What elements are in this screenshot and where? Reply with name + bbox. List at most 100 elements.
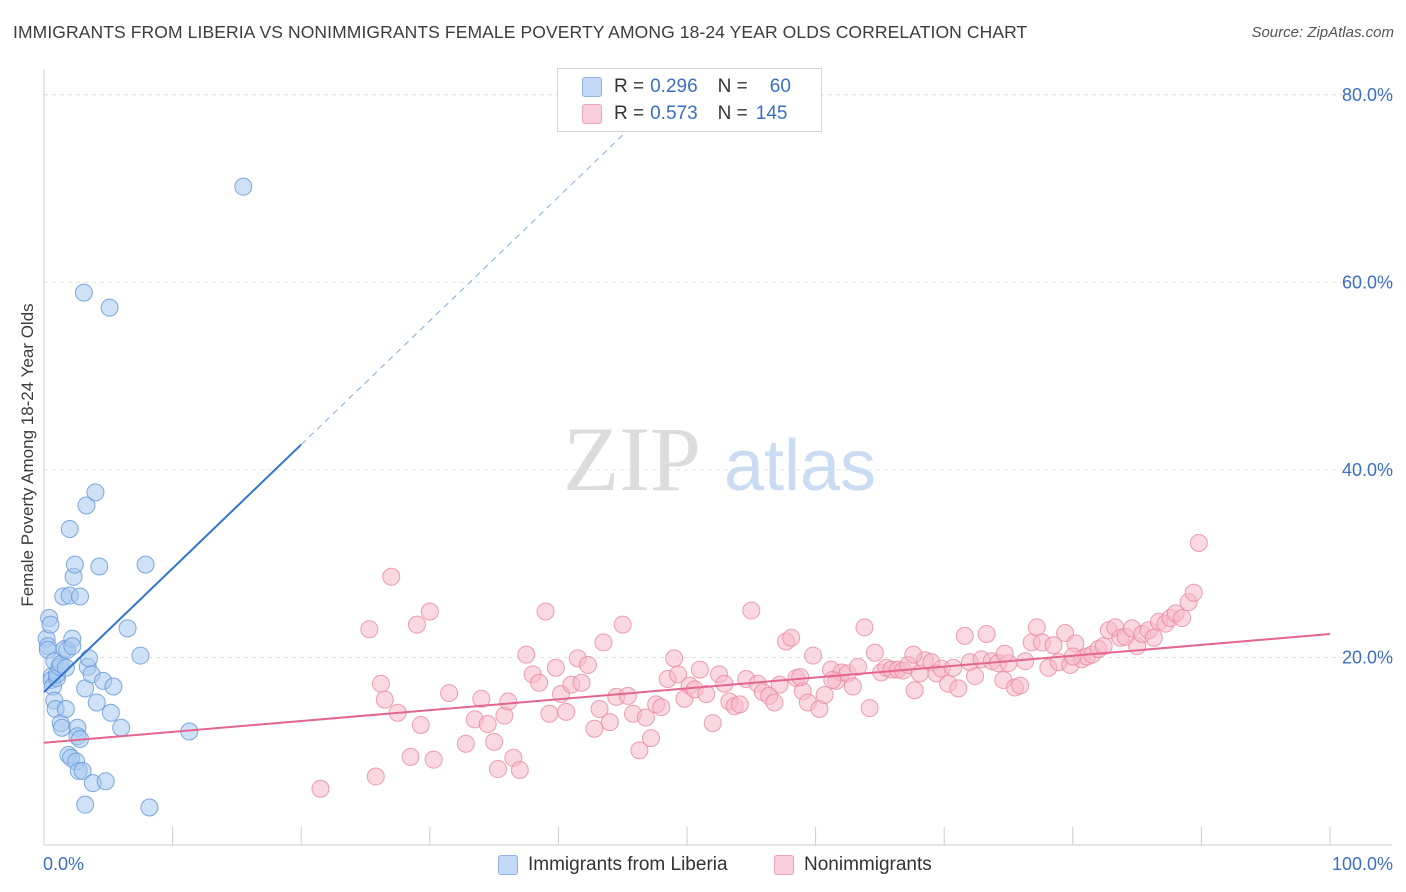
data-point-nonimmigrants: [636, 708, 655, 727]
data-point-liberia: [56, 658, 75, 677]
data-point-nonimmigrants: [401, 747, 420, 766]
bottom-swatch-pink: [774, 855, 794, 875]
data-point-nonimmigrants: [641, 729, 660, 748]
legend-n-label: N =: [717, 76, 748, 97]
data-point-nonimmigrants: [765, 693, 784, 712]
data-point-nonimmigrants: [791, 668, 810, 687]
data-point-nonimmigrants: [382, 567, 401, 586]
x-tick-label: 0.0%: [43, 854, 84, 874]
data-point-nonimmigrants: [1094, 637, 1113, 656]
data-point-liberia: [56, 700, 75, 719]
data-point-nonimmigrants: [485, 732, 504, 751]
legend-r-label: R =: [614, 103, 645, 124]
data-point-nonimmigrants: [995, 644, 1014, 663]
data-point-nonimmigrants: [510, 760, 529, 779]
data-point-nonimmigrants: [546, 658, 565, 677]
data-point-nonimmigrants: [311, 779, 330, 798]
bottom-legend-nonimmigrants: Nonimmigrants: [774, 852, 932, 878]
bottom-legend-liberia: Immigrants from Liberia: [498, 852, 728, 878]
data-point-nonimmigrants: [949, 679, 968, 698]
data-point-nonimmigrants: [955, 626, 974, 645]
trend-lines: [43, 134, 1331, 744]
data-point-nonimmigrants: [420, 602, 439, 621]
data-point-nonimmigrants: [690, 660, 709, 679]
data-point-nonimmigrants: [703, 714, 722, 733]
data-point-nonimmigrants: [424, 750, 443, 769]
data-point-nonimmigrants: [594, 633, 613, 652]
bottom-legend-label: Nonimmigrants: [804, 854, 932, 875]
data-point-nonimmigrants: [1144, 628, 1163, 647]
data-point-nonimmigrants: [600, 713, 619, 732]
data-point-liberia: [53, 718, 72, 737]
data-point-liberia: [100, 298, 119, 317]
trend-line-nonimmigrants: [43, 632, 1331, 744]
data-point-liberia: [71, 587, 90, 606]
data-point-nonimmigrants: [488, 760, 507, 779]
data-point-nonimmigrants: [375, 690, 394, 709]
y-tick-label: 60.0%: [1342, 272, 1393, 292]
source-credit: Source: ZipAtlas.com: [1251, 24, 1394, 41]
data-point-liberia: [90, 557, 109, 576]
data-point-liberia: [80, 649, 99, 668]
legend-n-label: N =: [717, 103, 748, 124]
data-point-nonimmigrants: [652, 698, 671, 717]
legend-swatch-blue: [582, 77, 602, 97]
data-point-nonimmigrants: [540, 704, 559, 723]
data-point-nonimmigrants: [742, 601, 761, 620]
watermark: ZIP atlas: [563, 408, 876, 510]
trend-line-liberia: [43, 443, 302, 693]
legend-n-value: 60: [769, 76, 791, 97]
data-point-liberia: [131, 646, 150, 665]
data-point-liberia: [136, 555, 155, 574]
data-point-liberia: [96, 772, 115, 791]
data-point-nonimmigrants: [499, 692, 518, 711]
trend-line-liberia-extension: [300, 134, 624, 445]
legend-box: R = 0.296 N = 60 R = 0.573 N = 145: [557, 68, 822, 132]
data-point-nonimmigrants: [697, 685, 716, 704]
data-point-liberia: [118, 619, 137, 638]
data-point-liberia: [77, 496, 96, 515]
data-point-liberia: [76, 795, 95, 814]
data-point-nonimmigrants: [360, 620, 379, 639]
data-point-liberia: [65, 555, 84, 574]
data-point-nonimmigrants: [478, 715, 497, 734]
data-point-nonimmigrants: [855, 618, 874, 637]
series-nonimmigrants: [311, 534, 1208, 798]
series-immigrants-from-liberia: [37, 177, 253, 817]
data-point-nonimmigrants: [371, 674, 390, 693]
data-point-nonimmigrants: [536, 602, 555, 621]
data-point-nonimmigrants: [966, 667, 985, 686]
data-point-nonimmigrants: [1173, 609, 1192, 628]
data-point-nonimmigrants: [630, 741, 649, 760]
y-tick-label: 80.0%: [1342, 85, 1393, 105]
data-point-nonimmigrants: [1044, 636, 1063, 655]
legend-swatch-pink: [582, 104, 602, 124]
legend-n-value: 145: [755, 103, 788, 124]
data-point-nonimmigrants: [730, 695, 749, 714]
data-point-nonimmigrants: [865, 643, 884, 662]
y-tick-label: 20.0%: [1342, 647, 1393, 667]
watermark-atlas: atlas: [724, 426, 876, 506]
legend-r-label: R =: [614, 76, 645, 97]
data-point-liberia: [86, 483, 105, 502]
data-point-nonimmigrants: [665, 649, 684, 668]
data-point-nonimmigrants: [770, 675, 789, 694]
tick-labels: 20.0% 40.0% 60.0% 80.0% 0.0% 100.0%: [43, 85, 1393, 874]
data-point-nonimmigrants: [905, 681, 924, 700]
bottom-legend-label: Immigrants from Liberia: [528, 854, 728, 875]
data-point-nonimmigrants: [815, 685, 834, 704]
x-tick-label: 100.0%: [1332, 854, 1393, 874]
legend-row-liberia: R = 0.296 N = 60: [582, 75, 791, 99]
data-point-nonimmigrants: [715, 674, 734, 693]
y-axis-label: Female Poverty Among 18-24 Year Olds: [18, 303, 37, 606]
data-point-nonimmigrants: [1189, 534, 1208, 553]
legend-row-nonimmigrants: R = 0.573 N = 145: [582, 102, 787, 126]
data-point-nonimmigrants: [456, 734, 475, 753]
data-point-liberia: [73, 761, 92, 780]
data-point-liberia: [41, 615, 60, 634]
data-point-nonimmigrants: [843, 677, 862, 696]
legend-r-value: 0.573: [650, 103, 698, 124]
data-point-nonimmigrants: [407, 615, 426, 634]
data-point-nonimmigrants: [472, 689, 491, 708]
